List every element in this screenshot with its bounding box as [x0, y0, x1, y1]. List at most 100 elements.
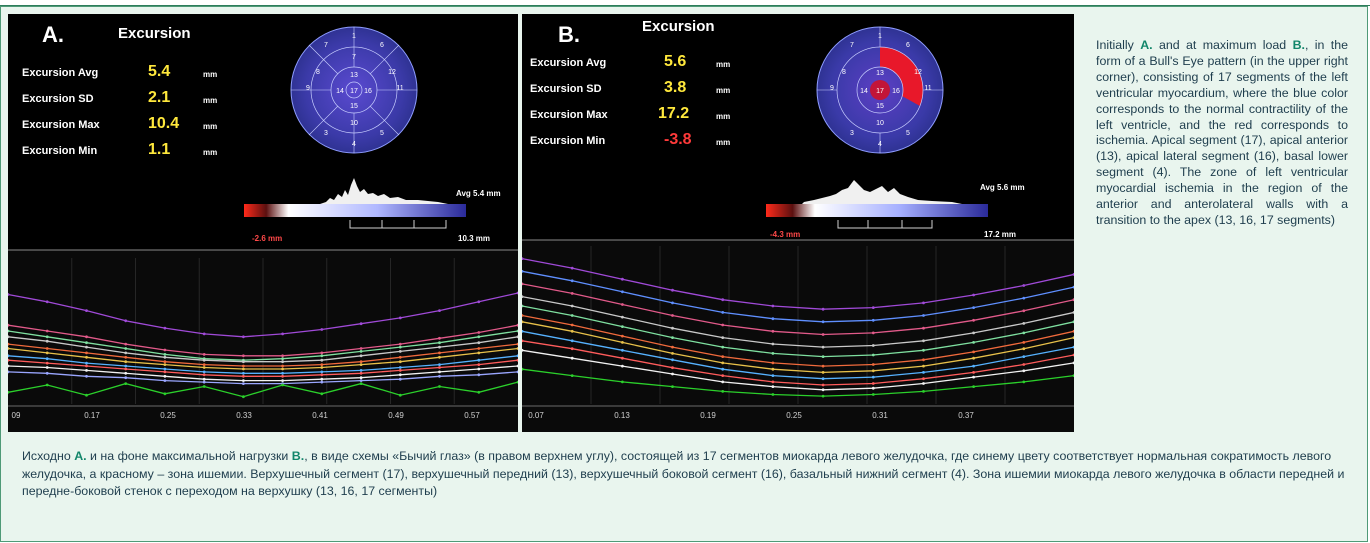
- series-point: [771, 380, 775, 384]
- series-point: [522, 339, 524, 343]
- x-tick-label: 0.19: [700, 411, 716, 420]
- colorbar-min: -4.3 mm: [770, 230, 800, 239]
- series-point: [922, 377, 925, 381]
- series-point: [202, 332, 206, 336]
- series-point: [281, 364, 284, 368]
- x-tick-label: 0.57: [464, 411, 480, 420]
- series-point: [671, 336, 674, 339]
- series-point: [242, 374, 245, 378]
- colorbar-gradient: [244, 204, 466, 217]
- series-point: [45, 347, 49, 350]
- series-point: [922, 371, 925, 374]
- series-point: [124, 364, 128, 368]
- series-point: [438, 345, 441, 349]
- series-point: [922, 339, 925, 343]
- series-point: [972, 331, 975, 335]
- series-group-a: [8, 258, 518, 404]
- series-point: [202, 358, 206, 362]
- series-point: [242, 379, 245, 382]
- series-point: [124, 367, 128, 371]
- series-point: [398, 342, 402, 346]
- series-point: [516, 329, 518, 333]
- series-point: [771, 342, 775, 346]
- series-line: [8, 355, 518, 374]
- series-point: [621, 356, 624, 360]
- series-line: [522, 314, 1074, 367]
- segment-label: 5: [906, 130, 910, 137]
- caption-ru: Исходно А. и на фоне максимальной нагруз…: [22, 448, 1356, 501]
- segment-label: 1: [878, 33, 882, 40]
- panel-a-title: Excursion: [118, 25, 191, 42]
- series-point: [85, 361, 88, 365]
- colorbar-a: -2.6 mm 10.3 mm: [244, 204, 490, 243]
- series-point: [45, 335, 49, 339]
- series-point: [721, 323, 725, 327]
- colorbar-max: 17.2 mm: [984, 230, 1016, 239]
- bullseye-ring: [856, 66, 904, 114]
- series-point: [771, 304, 775, 308]
- caption-en-label-b: B.: [1292, 38, 1305, 52]
- series-point: [45, 371, 49, 375]
- series-point: [871, 353, 875, 357]
- series-point: [522, 329, 524, 333]
- series-point: [124, 351, 128, 355]
- series-point: [281, 379, 284, 382]
- series-point: [570, 339, 574, 343]
- series-point: [359, 350, 363, 353]
- panel-b-title: Excursion: [642, 18, 715, 35]
- series-point: [163, 370, 167, 374]
- series-point: [398, 316, 402, 320]
- series-point: [398, 369, 402, 372]
- bullseye-b: 1 7 6 13 14 17 16 15 8 12 9 11 3 5 10 4: [816, 26, 944, 154]
- series-line: [8, 292, 518, 338]
- series-point: [438, 366, 441, 369]
- colorbar-avg: Avg 5.6 mm: [980, 183, 1025, 192]
- series-point: [721, 367, 725, 371]
- series-point: [85, 351, 88, 355]
- series-point: [477, 373, 481, 377]
- series-point: [8, 364, 10, 368]
- x-tick-label: 0.37: [958, 411, 974, 420]
- series-point: [522, 282, 524, 286]
- metric-label: Excursion Avg: [22, 67, 99, 79]
- x-tick-label: 0.13: [614, 411, 630, 420]
- series-point: [922, 301, 925, 305]
- series-point: [671, 358, 674, 362]
- series-line: [522, 349, 1074, 391]
- series-point: [320, 354, 324, 358]
- series-point: [320, 373, 324, 377]
- segment-label: 7: [850, 42, 854, 49]
- series-point: [163, 367, 167, 371]
- series-point: [438, 309, 441, 312]
- panel-a: A. Excursion Excursion Avg 5.4 mm Excurs…: [8, 14, 518, 432]
- series-point: [516, 335, 518, 339]
- series-point: [871, 375, 875, 379]
- series-point: [972, 341, 975, 344]
- series-point: [972, 356, 975, 360]
- series-point: [242, 335, 245, 339]
- series-line: [522, 283, 1074, 336]
- series-line: [522, 321, 1074, 374]
- series-point: [522, 269, 524, 273]
- segment-label: 15: [350, 103, 358, 110]
- series-point: [124, 382, 128, 385]
- segment-label: 11: [396, 85, 403, 92]
- caption-ru-label-a: А.: [74, 449, 87, 463]
- segment-label: 16: [892, 88, 900, 95]
- series-point: [871, 318, 875, 322]
- segment-label: 15: [876, 103, 884, 110]
- series-point: [516, 342, 518, 346]
- metric-unit: mm: [203, 96, 218, 105]
- colorbar-min: -2.6 mm: [252, 234, 282, 243]
- series-point: [671, 366, 674, 370]
- series-point: [671, 288, 674, 292]
- series-point: [163, 379, 167, 382]
- caption-en-text: and at maximum load: [1152, 38, 1293, 52]
- metric-label: Excursion Max: [530, 109, 608, 121]
- histogram-b: Avg 5.6 mm: [802, 180, 1025, 204]
- series-point: [202, 366, 206, 369]
- series-point: [85, 355, 88, 359]
- series-point: [570, 266, 574, 270]
- series-point: [320, 358, 324, 362]
- series-point: [771, 374, 775, 377]
